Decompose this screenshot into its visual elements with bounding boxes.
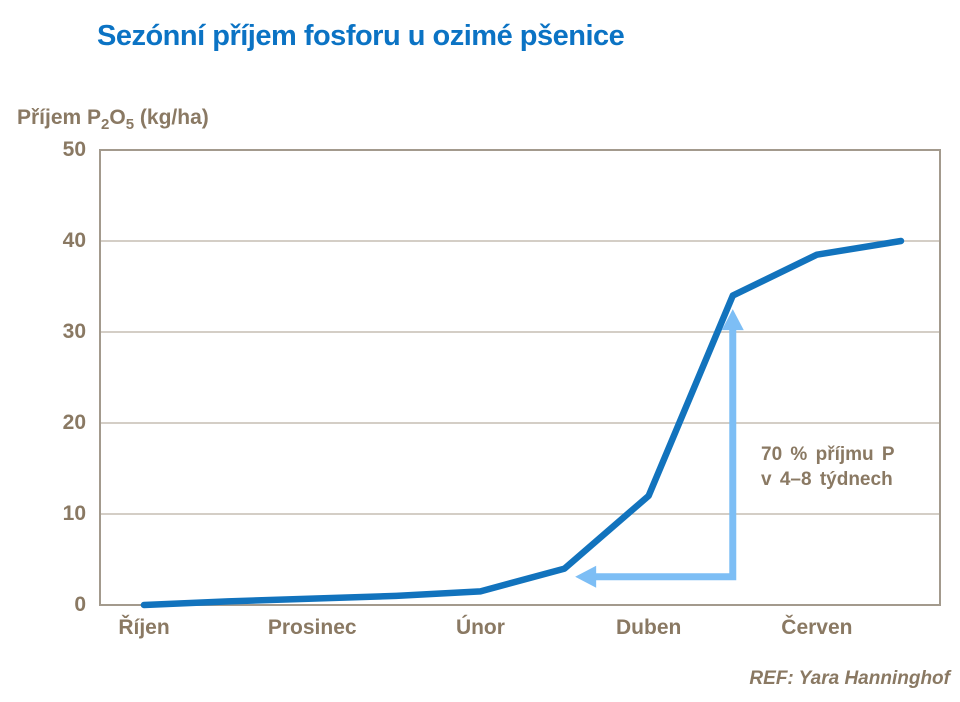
y-tick-label: 40 [62,229,86,252]
annotation-line-1: 70 % příjmu P [761,444,895,465]
annotation-arrow-shaft [593,327,737,581]
y-tick-label: 50 [62,138,86,161]
x-tick-label: Duben [615,616,682,639]
annotation-text: 70 % příjmu P v 4–8 týdnech [761,442,895,492]
plot-border [99,149,941,606]
subscript: 2 [101,116,110,134]
x-tick-label: Únor [455,616,505,639]
y-tick-label: 10 [62,502,86,525]
x-tick-label: Říjen [118,616,170,639]
series-line-p-uptake [140,237,905,609]
y-tick-label: 30 [62,320,86,343]
subscript: 5 [125,116,135,134]
arrowhead-up-icon [721,309,744,331]
reference-text: REF: Yara Hanninghof [749,668,950,689]
chart-title: Sezónní příjem fosforu u ozimé pšenice [97,20,625,52]
y-axis-title: Příjem P2O5 (kg/ha) [17,106,209,134]
y-axis-title-text: (kg/ha) [134,106,209,129]
y-tick-label: 20 [62,411,86,434]
y-tick-label: 0 [74,593,86,616]
x-tick-label: Prosinec [267,616,357,639]
arrowhead-left-icon [575,565,597,588]
y-axis-title-text: O [109,106,126,129]
y-axis-title-text: Příjem P [17,106,102,129]
annotation-line-2: v 4–8 týdnech [761,469,893,490]
x-tick-label: Červen [781,616,853,639]
